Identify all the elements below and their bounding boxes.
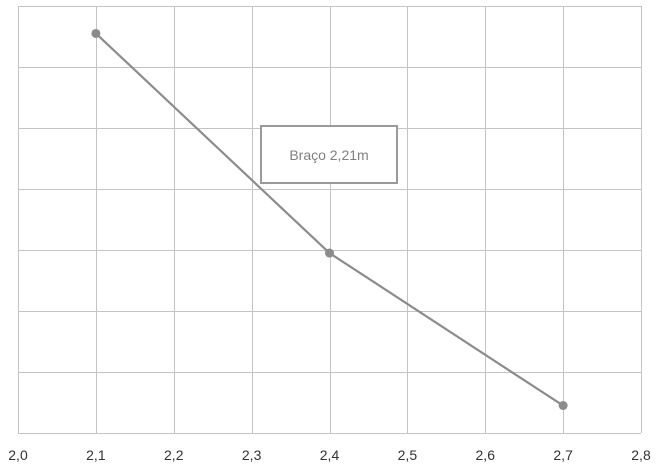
x-tick-label-3: 2,3 [242,447,262,463]
data-point-0-0 [91,28,101,38]
legend: Braço 2,21m [260,125,398,184]
series-layer [91,28,568,411]
x-tick-label-1: 2,1 [86,447,106,463]
x-tick-label-8: 2,8 [631,447,651,463]
legend-box [260,125,398,184]
grid [18,6,642,434]
x-tick-label-5: 2,5 [398,447,418,463]
data-point-0-1 [325,248,334,258]
legend-entry-label: Braço 2,21m [289,147,368,163]
x-tick-label-6: 2,6 [476,447,496,463]
x-axis-ticks: 2,0 2,1 2,2 2,3 2,4 2,5 2,6 2,7 2,8 [8,447,651,463]
x-tick-label-2: 2,2 [164,447,184,463]
data-point-0-2 [558,401,568,411]
series-line-0 [95,32,564,407]
x-tick-label-0: 2,0 [8,447,28,463]
x-tick-label-4: 2,4 [320,447,340,463]
x-tick-label-7: 2,7 [553,447,573,463]
